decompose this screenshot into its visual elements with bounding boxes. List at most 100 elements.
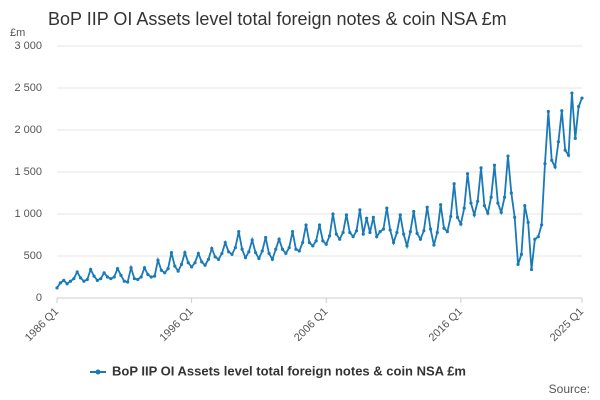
- point: [82, 279, 86, 283]
- point: [418, 237, 423, 241]
- point: [402, 232, 406, 236]
- point: [388, 228, 392, 232]
- point: [442, 226, 446, 230]
- point: [115, 267, 120, 271]
- chart-title: BoP IIP OI Assets level total foreign no…: [48, 9, 507, 29]
- point: [540, 223, 544, 227]
- point: [381, 227, 386, 231]
- point: [99, 277, 103, 281]
- point: [358, 208, 362, 212]
- y-tick-label: 3 000: [14, 40, 42, 52]
- x-tick-label: 2025 Q1: [548, 306, 586, 344]
- point: [422, 229, 426, 233]
- point: [193, 261, 197, 265]
- point: [75, 270, 79, 274]
- y-tick-label: 1 000: [14, 208, 42, 220]
- point: [58, 281, 62, 285]
- point: [89, 267, 93, 272]
- source: Source:: [549, 382, 590, 396]
- point: [240, 247, 244, 251]
- x-tick-label: 1986 Q1: [23, 306, 61, 344]
- point: [321, 239, 325, 243]
- point: [55, 286, 59, 290]
- point: [354, 229, 359, 233]
- series-line: [56, 92, 583, 289]
- point: [375, 235, 379, 239]
- point: [129, 266, 133, 270]
- point: [479, 166, 483, 170]
- point: [142, 266, 147, 270]
- point: [284, 251, 288, 256]
- point: [432, 243, 436, 247]
- point: [196, 251, 200, 256]
- point: [566, 153, 571, 157]
- point: [267, 251, 271, 256]
- point: [425, 205, 429, 209]
- point: [270, 257, 274, 261]
- point: [371, 215, 375, 219]
- point: [378, 230, 382, 234]
- point: [344, 213, 349, 217]
- point: [516, 262, 520, 266]
- point: [556, 140, 561, 144]
- point: [216, 257, 221, 261]
- point: [95, 278, 99, 282]
- point: [159, 268, 163, 272]
- point: [472, 213, 476, 217]
- point: [331, 212, 335, 216]
- point: [395, 230, 399, 235]
- point: [149, 275, 153, 279]
- point: [203, 263, 207, 267]
- point: [294, 247, 298, 251]
- legend-marker: [95, 369, 101, 375]
- point: [553, 165, 557, 169]
- point: [112, 275, 116, 279]
- point: [577, 104, 581, 109]
- point: [348, 230, 352, 235]
- point: [334, 232, 338, 236]
- point: [482, 204, 487, 208]
- point: [391, 240, 396, 245]
- point: [163, 271, 167, 275]
- point: [550, 158, 554, 162]
- point: [247, 250, 251, 254]
- point: [280, 247, 285, 251]
- point: [122, 279, 126, 283]
- point: [412, 209, 416, 214]
- point: [341, 230, 345, 235]
- point: [230, 252, 234, 256]
- point: [156, 258, 160, 262]
- point: [311, 244, 315, 248]
- point: [176, 269, 180, 273]
- point: [492, 163, 497, 167]
- point: [415, 231, 419, 235]
- point: [513, 215, 517, 219]
- point: [327, 234, 332, 238]
- point: [307, 240, 312, 245]
- point: [435, 230, 439, 235]
- point: [459, 222, 463, 226]
- point: [304, 223, 308, 227]
- point: [206, 257, 211, 261]
- point: [213, 255, 217, 259]
- point: [428, 227, 433, 231]
- point: [301, 240, 305, 245]
- point: [462, 206, 466, 210]
- x-tick-label: 2006 Q1: [292, 306, 330, 344]
- point: [338, 237, 342, 241]
- x-tick-label: 2016 Q1: [427, 306, 465, 344]
- point: [65, 282, 69, 286]
- point: [102, 271, 106, 275]
- point: [297, 249, 301, 253]
- point: [452, 182, 456, 186]
- point: [580, 96, 584, 100]
- point: [385, 206, 389, 210]
- x-tick-label: 1996 Q1: [157, 306, 195, 344]
- point: [365, 216, 369, 220]
- point: [317, 223, 322, 227]
- point: [314, 239, 318, 243]
- point: [506, 154, 510, 158]
- point: [257, 256, 261, 261]
- point: [476, 199, 480, 203]
- point: [152, 274, 157, 278]
